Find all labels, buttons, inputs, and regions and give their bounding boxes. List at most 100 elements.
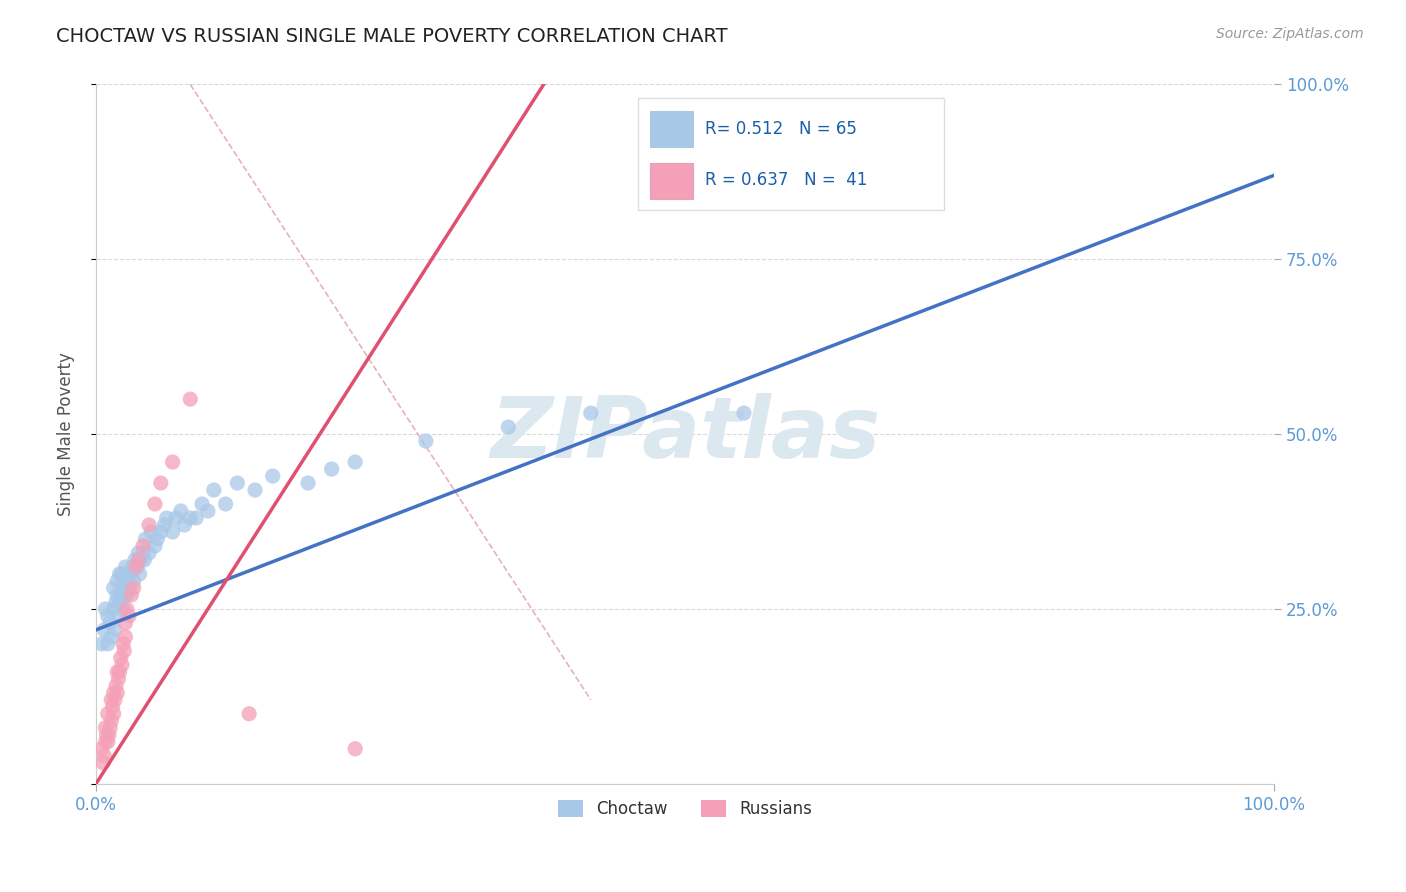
Point	[105, 679, 128, 693]
Point	[104, 623, 127, 637]
Point	[733, 406, 755, 420]
Point	[173, 518, 195, 533]
Point	[146, 532, 169, 546]
Point	[127, 560, 149, 574]
Point	[321, 462, 343, 476]
Point	[125, 560, 148, 574]
Point	[97, 706, 120, 721]
Point	[114, 630, 136, 644]
Legend: Choctaw, Russians: Choctaw, Russians	[551, 793, 818, 824]
Point	[114, 560, 136, 574]
Point	[243, 483, 266, 497]
Point	[214, 497, 236, 511]
Point	[97, 735, 120, 749]
Point	[162, 455, 184, 469]
Point	[127, 546, 149, 560]
Point	[111, 566, 134, 581]
Point	[132, 546, 155, 560]
Point	[138, 518, 160, 533]
Point	[202, 483, 225, 497]
Point	[170, 504, 193, 518]
Point	[149, 524, 172, 539]
Point	[111, 657, 134, 672]
Point	[122, 581, 145, 595]
Point	[122, 574, 145, 588]
Point	[105, 665, 128, 679]
Point	[103, 581, 125, 595]
Point	[186, 511, 208, 525]
Point	[112, 637, 135, 651]
Point	[94, 602, 117, 616]
Point	[297, 476, 319, 491]
Point	[105, 686, 128, 700]
Point	[97, 608, 120, 623]
Text: ZIPatlas: ZIPatlas	[489, 392, 880, 475]
Point	[226, 476, 249, 491]
Text: CHOCTAW VS RUSSIAN SINGLE MALE POVERTY CORRELATION CHART: CHOCTAW VS RUSSIAN SINGLE MALE POVERTY C…	[56, 27, 728, 45]
Point	[143, 497, 166, 511]
Point	[127, 553, 149, 567]
Point	[91, 756, 114, 770]
Point	[156, 511, 179, 525]
Point	[115, 588, 138, 602]
Point	[344, 455, 367, 469]
Point	[115, 602, 138, 616]
Point	[90, 637, 112, 651]
Point	[162, 524, 184, 539]
Point	[105, 588, 128, 602]
Point	[103, 602, 125, 616]
Point	[120, 588, 142, 602]
Point	[129, 553, 152, 567]
Point	[100, 630, 122, 644]
Point	[114, 615, 136, 630]
Point	[105, 595, 128, 609]
Point	[344, 741, 367, 756]
Point	[124, 553, 146, 567]
Point	[103, 706, 125, 721]
Point	[134, 532, 156, 546]
Point	[98, 728, 121, 742]
Point	[93, 748, 115, 763]
Point	[134, 553, 156, 567]
Point	[104, 693, 127, 707]
Point	[110, 588, 132, 602]
Point	[138, 546, 160, 560]
Point	[100, 693, 122, 707]
Point	[118, 581, 141, 595]
Point	[100, 714, 122, 728]
Point	[103, 686, 125, 700]
Point	[120, 566, 142, 581]
Point	[197, 504, 219, 518]
Point	[128, 566, 150, 581]
Point	[105, 574, 128, 588]
Point	[415, 434, 437, 448]
Text: Source: ZipAtlas.com: Source: ZipAtlas.com	[1216, 27, 1364, 41]
Point	[96, 728, 118, 742]
Y-axis label: Single Male Poverty: Single Male Poverty	[58, 352, 75, 516]
Point	[110, 651, 132, 665]
Point	[165, 511, 187, 525]
Point	[117, 566, 139, 581]
Point	[94, 721, 117, 735]
Point	[153, 518, 176, 533]
Point	[262, 469, 284, 483]
Point	[132, 539, 155, 553]
Point	[94, 735, 117, 749]
Point	[101, 699, 124, 714]
Point	[910, 182, 932, 196]
Point	[108, 665, 131, 679]
Point	[114, 574, 136, 588]
Point	[97, 637, 120, 651]
Point	[107, 672, 129, 686]
Point	[118, 608, 141, 623]
Point	[111, 581, 134, 595]
Point	[112, 644, 135, 658]
Point	[93, 623, 115, 637]
Point	[579, 406, 602, 420]
Point	[498, 420, 520, 434]
Point	[112, 588, 135, 602]
Point	[112, 602, 135, 616]
Point	[108, 595, 131, 609]
Point	[121, 560, 143, 574]
Point	[179, 511, 201, 525]
